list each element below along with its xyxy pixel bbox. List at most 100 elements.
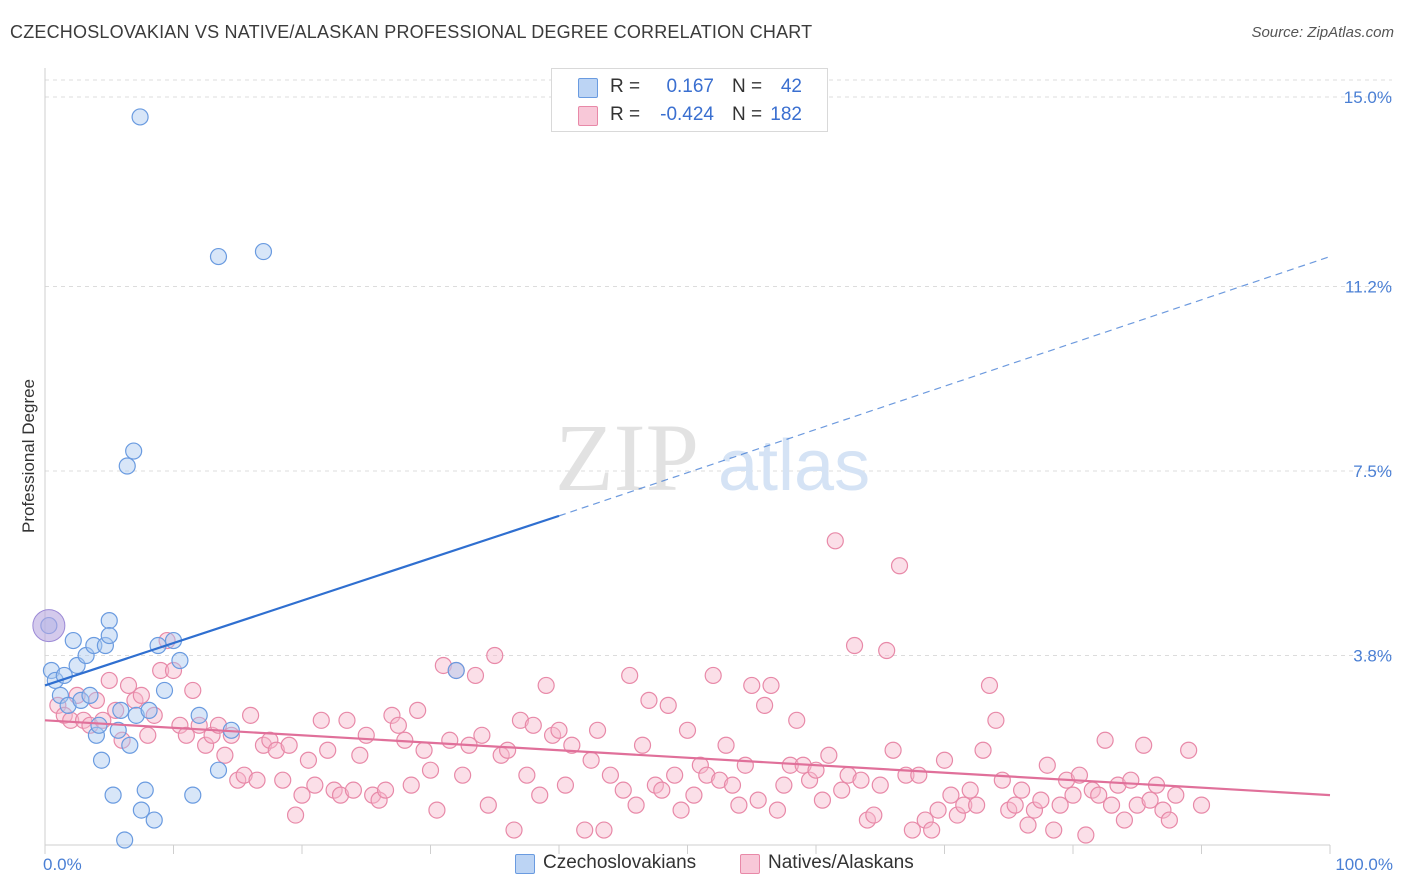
native-point — [691, 756, 709, 774]
native-point — [588, 721, 607, 739]
czech-point — [118, 457, 136, 475]
native-point — [312, 711, 330, 729]
native-point — [376, 781, 395, 799]
legend-n-value: 42 — [780, 76, 802, 97]
native-point — [1109, 776, 1127, 794]
x-tick-label-min: 0.0% — [43, 855, 82, 874]
native-point — [633, 736, 652, 754]
czech-point — [125, 442, 143, 460]
native-point — [704, 666, 722, 685]
native-point — [274, 771, 292, 789]
native-point — [100, 671, 118, 690]
czech-point — [209, 761, 228, 779]
native-point — [871, 776, 889, 794]
native-point — [595, 821, 613, 839]
native-point — [659, 696, 677, 714]
native-point — [466, 666, 485, 685]
native-point — [511, 711, 530, 729]
native-point — [344, 781, 362, 799]
czech-point — [254, 242, 273, 261]
native-point — [749, 791, 767, 809]
native-point — [852, 771, 870, 789]
native-point — [1192, 796, 1211, 814]
native-point — [402, 776, 420, 794]
native-point — [164, 661, 183, 680]
czech-point — [145, 811, 163, 829]
native-point — [197, 736, 215, 754]
czech-point — [90, 716, 108, 734]
native-point — [826, 532, 844, 550]
czech-point — [171, 651, 189, 670]
native-point — [409, 701, 427, 719]
czech-point — [72, 691, 90, 709]
native-point — [184, 681, 202, 700]
czech-point — [131, 108, 149, 126]
native-point — [1077, 826, 1095, 844]
czech-point — [155, 681, 174, 700]
legend-row-czechoslovakians: R = 0.167 N = 42 — [552, 73, 827, 101]
native-point — [788, 711, 806, 729]
native-point — [563, 736, 581, 754]
native-point — [454, 766, 472, 784]
y-tick-label: 15.0% — [1344, 88, 1392, 107]
legend-n-label: N = — [732, 76, 763, 97]
native-point — [132, 686, 150, 705]
native-point — [1141, 791, 1159, 809]
native-point — [351, 746, 369, 764]
native-point — [833, 781, 851, 799]
legend-r-label: R = — [610, 104, 641, 125]
native-point — [768, 801, 787, 819]
native-point — [1070, 766, 1089, 784]
native-point — [878, 641, 896, 660]
native-point — [736, 756, 754, 774]
native-point — [678, 721, 697, 739]
czech-point — [209, 247, 228, 266]
czech-point — [104, 786, 122, 804]
native-point — [903, 821, 921, 839]
native-point — [556, 776, 575, 794]
watermark-atlas: atlas — [718, 426, 870, 506]
native-point — [152, 661, 170, 680]
legend-swatch-pink — [578, 106, 598, 126]
native-point — [820, 746, 838, 764]
native-point — [601, 766, 620, 784]
native-point — [730, 796, 748, 814]
native-point — [890, 557, 909, 575]
czech-point — [190, 706, 208, 724]
native-point — [698, 766, 716, 784]
legend-n-label: N = — [732, 104, 763, 125]
native-point — [653, 781, 671, 799]
watermark: ZIP atlas — [555, 404, 870, 511]
y-tick-label: 11.2% — [1345, 277, 1392, 296]
native-point — [865, 806, 883, 824]
native-point — [383, 706, 401, 724]
native-point — [524, 716, 542, 734]
native-point — [473, 726, 491, 744]
native-point — [775, 776, 793, 794]
native-point — [177, 726, 195, 744]
native-point — [672, 801, 690, 819]
native-point — [743, 676, 761, 695]
x-tick-label-max: 100.0% — [1335, 855, 1393, 874]
native-point — [518, 766, 536, 784]
native-point — [1012, 781, 1031, 799]
bottom-legend-label-b: Natives/Alaskans — [768, 852, 914, 873]
native-point — [248, 771, 266, 789]
czech-trend-line — [44, 514, 560, 687]
czech-point — [112, 701, 130, 719]
y-tick-label: 3.8% — [1353, 647, 1392, 666]
native-point — [81, 716, 99, 734]
data-points — [32, 108, 1211, 849]
native-point — [434, 656, 452, 675]
native-point — [640, 691, 658, 709]
native-point — [955, 796, 973, 814]
native-point — [942, 786, 960, 804]
native-point — [441, 731, 459, 749]
native-trend-line — [44, 719, 1331, 797]
native-point — [370, 791, 388, 809]
native-point — [505, 821, 523, 839]
native-point — [961, 781, 979, 799]
legend-n-value: 182 — [770, 104, 802, 125]
czech-point — [116, 831, 134, 849]
